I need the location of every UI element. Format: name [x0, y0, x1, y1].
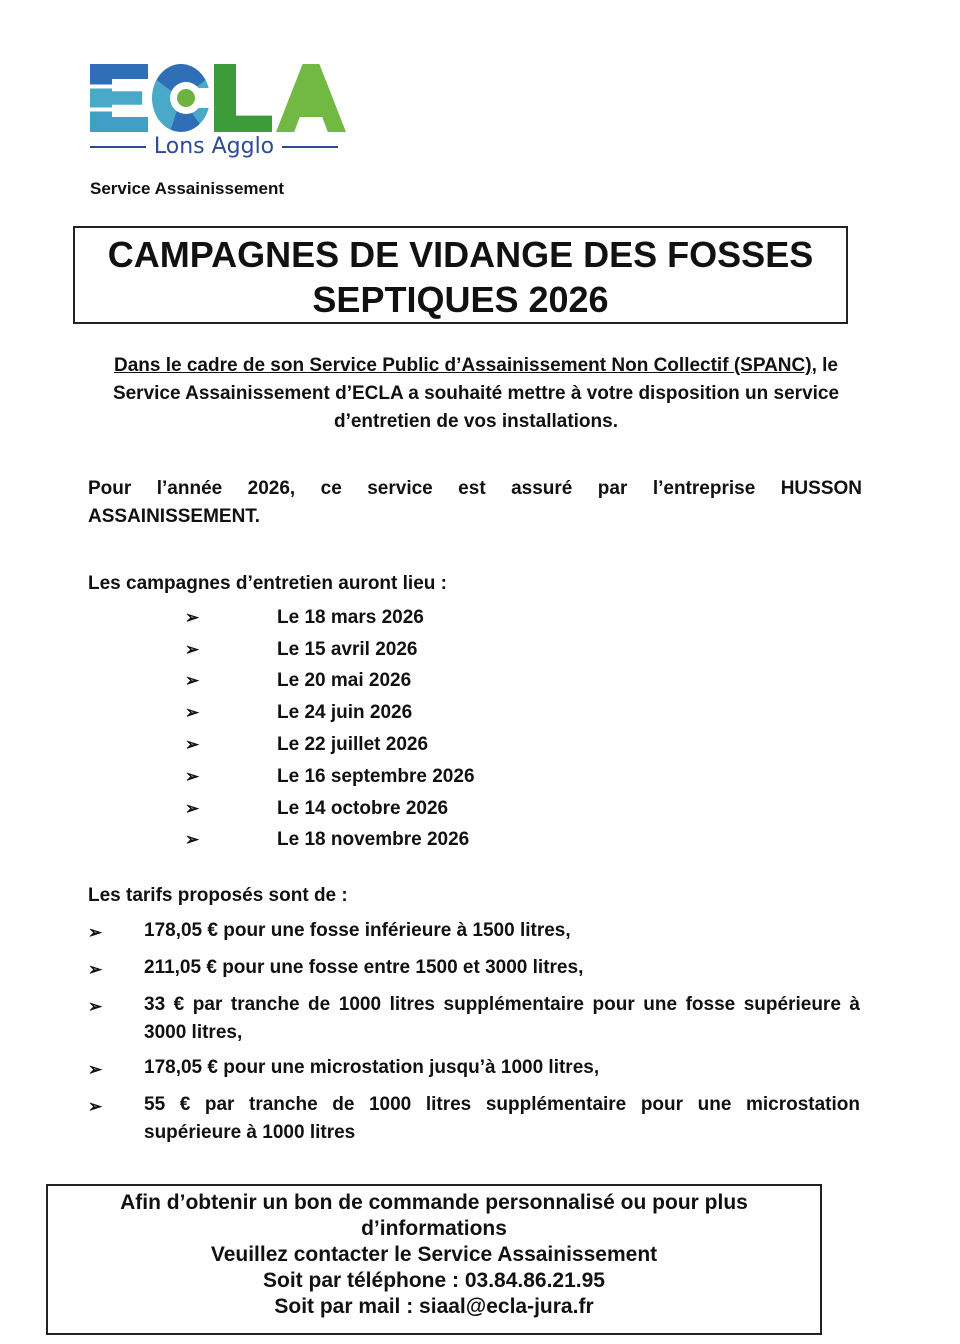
- contact-phone: Soit par téléphone : 03.84.86.21.95: [263, 1269, 605, 1292]
- arrow-bullet-icon: ➢: [185, 735, 200, 755]
- page-title: CAMPAGNES DE VIDANGE DES FOSSES SEPTIQUE…: [73, 226, 848, 324]
- list-item: ➢ Le 20 mai 2026: [185, 666, 475, 698]
- title-line-2: SEPTIQUES 2026: [312, 279, 609, 320]
- list-item: ➢ Le 15 avril 2026: [185, 634, 475, 666]
- contact-box: Afin d’obtenir un bon de commande person…: [46, 1184, 822, 1335]
- list-item-text: Le 16 septembre 2026: [277, 765, 475, 787]
- list-item-text: Le 20 mai 2026: [277, 670, 412, 692]
- logo-line-right: [282, 145, 338, 148]
- logo-letter-e: [90, 64, 148, 132]
- intro-paragraph: Dans le cadre de son Service Public d’As…: [88, 352, 864, 436]
- logo-subtitle: Lons Agglo: [90, 134, 338, 159]
- arrow-bullet-icon: ➢: [185, 766, 200, 786]
- arrow-bullet-icon: ➢: [185, 798, 200, 818]
- intro-underlined: Dans le cadre de son Service Public d’As…: [114, 355, 812, 376]
- list-item: ➢ Le 24 juin 2026: [185, 697, 475, 729]
- arrow-bullet-icon: ➢: [88, 1060, 103, 1079]
- contact-line-2: Veuillez contacter le Service Assainisse…: [210, 1243, 658, 1266]
- provider-line-1: Pour l’année 2026, ce service est assuré…: [88, 478, 862, 499]
- list-item-text: 178,05 € pour une microstation jusqu’à 1…: [144, 1057, 600, 1078]
- tarifs-title: Les tarifs proposés sont de :: [88, 885, 348, 906]
- list-item-text: 211,05 € pour une fosse entre 1500 et 30…: [144, 957, 584, 978]
- list-item-text: Le 14 octobre 2026: [277, 797, 449, 819]
- provider-paragraph: Pour l’année 2026, ce service est assuré…: [88, 475, 862, 531]
- arrow-bullet-icon: ➢: [185, 639, 200, 659]
- logo-line-left: [90, 145, 146, 148]
- list-item-text: 178,05 € pour une fosse inférieure à 150…: [144, 920, 571, 941]
- list-item-text: Le 18 mars 2026: [277, 606, 424, 628]
- intro-rest: , le Service Assainissement d’ECLA a sou…: [112, 355, 840, 432]
- title-line-1: CAMPAGNES DE VIDANGE DES FOSSES: [107, 234, 814, 275]
- arrow-bullet-icon: ➢: [185, 671, 200, 691]
- arrow-bullet-icon: ➢: [185, 703, 200, 723]
- list-item: ➢ Le 16 septembre 2026: [185, 761, 475, 793]
- logo-letter-a: [276, 64, 346, 132]
- arrow-bullet-icon: ➢: [88, 997, 103, 1016]
- arrow-bullet-icon: ➢: [185, 830, 200, 850]
- list-item: ➢ Le 22 juillet 2026: [185, 729, 475, 761]
- list-item: ➢ 55 € par tranche de 1000 litres supplém…: [88, 1091, 860, 1147]
- logo-subtitle-text: Lons Agglo: [153, 134, 275, 159]
- list-item: ➢ Le 14 octobre 2026: [185, 793, 475, 825]
- campaign-dates-list: ➢ Le 18 mars 2026 ➢ Le 15 avril 2026 ➢ Le 20 …: [185, 602, 475, 856]
- list-item: ➢ 178,05 € pour une microstation jusqu’à …: [88, 1054, 860, 1084]
- list-item-text: Le 22 juillet 2026: [277, 734, 429, 756]
- arrow-bullet-icon: ➢: [88, 960, 103, 979]
- list-item: ➢ 211,05 € pour une fosse entre 1500 et 3…: [88, 954, 860, 984]
- list-item: ➢ Le 18 mars 2026: [185, 602, 475, 634]
- ecla-logo: Lons Agglo: [90, 64, 346, 164]
- contact-line-1: Afin d’obtenir un bon de commande person…: [120, 1191, 748, 1240]
- logo-letter-c: [152, 64, 212, 132]
- campaigns-title: Les campagnes d’entretien auront lieu :: [88, 573, 447, 594]
- list-item-text: 55 € par tranche de 1000 litres suppléme…: [144, 1094, 860, 1143]
- list-item-text: 33 € par tranche de 1000 litres suppléme…: [144, 994, 860, 1043]
- logo-letter-l: [214, 64, 272, 132]
- list-item: ➢ 178,05 € pour une fosse inférieure à 15…: [88, 917, 860, 947]
- list-item: ➢ Le 18 novembre 2026: [185, 825, 475, 857]
- arrow-bullet-icon: ➢: [88, 923, 103, 942]
- provider-line-2: ASSAINISSEMENT.: [88, 506, 261, 527]
- list-item-text: Le 15 avril 2026: [277, 638, 418, 660]
- list-item: ➢ 33 € par tranche de 1000 litres supplém…: [88, 991, 860, 1047]
- list-item-text: Le 18 novembre 2026: [277, 829, 470, 851]
- logo-letters: [90, 64, 346, 134]
- arrow-bullet-icon: ➢: [88, 1097, 103, 1116]
- list-item-text: Le 24 juin 2026: [277, 702, 413, 724]
- arrow-bullet-icon: ➢: [185, 607, 200, 627]
- tarifs-list: ➢ 178,05 € pour une fosse inférieure à 15…: [88, 917, 860, 1154]
- contact-email: Soit par mail : siaal@ecla-jura.fr: [274, 1295, 594, 1318]
- service-name: Service Assainissement: [90, 179, 285, 198]
